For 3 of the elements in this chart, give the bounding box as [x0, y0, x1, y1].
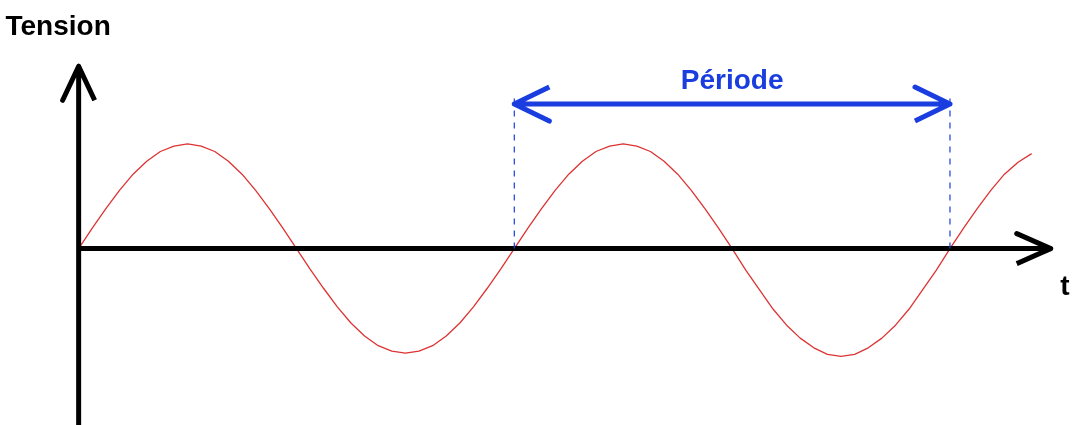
text: Période [680, 63, 784, 95]
x-axis-title: t [1060, 269, 1070, 301]
y-axis-title: Tension [5, 10, 111, 41]
